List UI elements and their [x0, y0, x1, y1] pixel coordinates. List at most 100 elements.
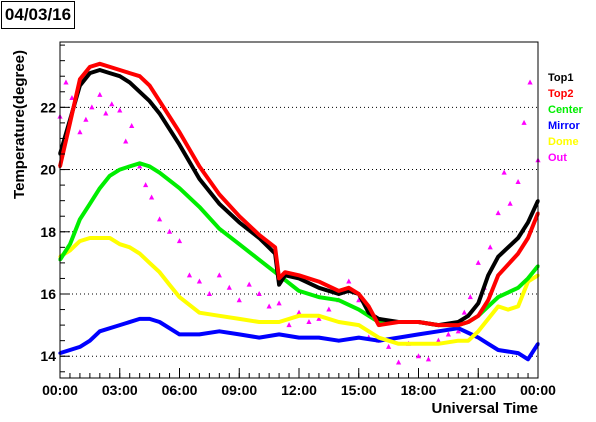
data-point: [317, 286, 321, 290]
data-point: [157, 270, 162, 274]
x-axis-label: Universal Time: [432, 400, 538, 417]
data-point: [296, 309, 302, 315]
data-point: [103, 110, 109, 116]
data-point: [455, 328, 461, 334]
data-point: [476, 335, 480, 340]
data-point: [118, 242, 122, 246]
data-point: [461, 309, 467, 315]
data-point: [487, 244, 493, 250]
date-label: 04/03/16: [1, 1, 75, 29]
data-point: [197, 332, 202, 337]
data-point: [236, 297, 242, 303]
data-point: [526, 220, 530, 225]
data-point: [337, 289, 341, 293]
data-point: [217, 202, 221, 206]
data-point: [521, 119, 527, 125]
data-point: [148, 83, 152, 88]
data-point: [435, 337, 442, 343]
data-point: [109, 101, 115, 107]
data-point: [467, 294, 473, 300]
data-point: [186, 272, 193, 278]
data-point: [317, 335, 321, 340]
data-point: [177, 186, 182, 190]
data-point: [396, 335, 401, 340]
series-top1: [58, 68, 540, 328]
data-point: [98, 329, 102, 333]
data-point: [237, 242, 241, 246]
data-point: [197, 177, 202, 181]
data-point: [196, 278, 203, 284]
data-point: [257, 320, 261, 324]
data-point: [277, 320, 281, 324]
data-point: [98, 186, 102, 190]
data-point: [486, 342, 490, 346]
data-point: [216, 272, 222, 278]
data-point: [197, 311, 202, 315]
data-point: [496, 304, 500, 309]
data-point: [396, 320, 401, 324]
data-point: [118, 167, 122, 172]
data-point: [157, 171, 162, 175]
y-tick-label: 22: [40, 99, 56, 115]
data-point: [217, 192, 221, 197]
legend-item-out: Out: [548, 152, 567, 164]
data-point: [476, 329, 480, 333]
data-point: [226, 284, 232, 290]
data-point: [486, 304, 490, 309]
legend-item-top2: Top2: [548, 88, 574, 100]
data-point: [526, 276, 530, 281]
data-point: [276, 300, 282, 306]
data-point: [63, 79, 69, 85]
data-point: [496, 273, 500, 277]
data-point: [128, 245, 132, 249]
data-point: [217, 314, 221, 318]
plot-frame: [59, 41, 539, 379]
data-point: [337, 339, 341, 343]
legend: Top1 Top2 Center Mirror Dome Out: [548, 70, 583, 166]
data-point: [149, 194, 155, 200]
x-tick-label: 00:00: [520, 382, 556, 398]
data-point: [123, 138, 129, 144]
data-point: [456, 326, 460, 330]
data-point: [377, 323, 381, 327]
data-point: [237, 317, 241, 321]
data-point: [177, 143, 182, 147]
data-point: [416, 320, 421, 324]
data-point: [317, 295, 321, 299]
data-point: [78, 239, 82, 243]
data-point: [166, 228, 173, 234]
data-point: [526, 236, 530, 240]
data-point: [501, 169, 507, 175]
data-point: [266, 303, 272, 309]
y-tick-label: 16: [40, 286, 56, 302]
data-point: [157, 320, 162, 324]
data-point: [496, 255, 500, 259]
data-point: [416, 342, 421, 346]
data-point: [316, 315, 322, 321]
data-point: [436, 329, 441, 333]
tick-layer: 14 16 18 20 22 00:00 03:00 06:00 09:00 12:00 15:00…: [40, 44, 556, 398]
x-tick-label: 03:00: [102, 382, 138, 398]
data-point: [306, 319, 312, 324]
data-point: [128, 71, 132, 75]
data-point: [197, 164, 202, 169]
data-point: [148, 261, 152, 265]
data-point: [515, 179, 521, 184]
data-point: [495, 210, 501, 216]
data-point: [445, 331, 451, 337]
data-point: [317, 314, 321, 318]
data-point: [157, 111, 162, 116]
data-point: [98, 62, 102, 66]
legend-item-top1: Top1: [548, 72, 574, 84]
data-point: [506, 307, 510, 312]
data-point: [68, 348, 72, 352]
data-point: [257, 258, 261, 262]
data-point: [148, 317, 152, 321]
data-point: [206, 291, 212, 296]
data-point: [326, 306, 332, 312]
data-point: [297, 335, 301, 340]
data-point: [148, 164, 152, 169]
data-point: [138, 90, 142, 94]
x-tick-label: 18:00: [401, 382, 437, 398]
